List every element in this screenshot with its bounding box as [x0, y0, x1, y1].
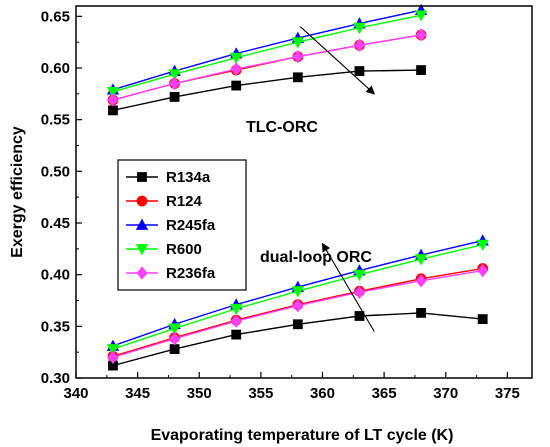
- data-point: [477, 314, 488, 325]
- legend-item-r124: R124: [126, 193, 203, 210]
- annotation-dual-loop-orc: dual-loop ORC: [260, 249, 372, 266]
- data-point: [292, 299, 304, 313]
- arrow-dual-loop-orc: [321, 242, 375, 332]
- legend-marker: [137, 172, 147, 182]
- data-point: [107, 350, 119, 364]
- data-point: [292, 50, 304, 64]
- x-tick-label: 350: [187, 385, 212, 402]
- data-point: [354, 66, 365, 76]
- legend-label: R245fa: [166, 217, 216, 234]
- data-point: [169, 92, 180, 102]
- series-line: [112, 34, 422, 101]
- y-tick-label: 0.50: [41, 163, 70, 180]
- data-point: [291, 37, 305, 49]
- data-point: [168, 323, 181, 335]
- legend-marker: [136, 266, 148, 280]
- x-tick-label: 370: [433, 385, 458, 402]
- series-r124-tlc: [107, 29, 427, 106]
- data-point: [477, 263, 489, 278]
- axis-ticks: 340 345 350 355 360 365 370 375 0.30 0.35 0.40 0.45…: [41, 8, 520, 402]
- legend-label: R236fa: [166, 265, 216, 282]
- legend-item-r236fa: R236fa: [126, 265, 216, 282]
- legend: R134a R124 R245fa R600 R236fa: [117, 159, 247, 291]
- data-point: [169, 344, 180, 354]
- data-point: [230, 314, 242, 328]
- data-point: [292, 72, 303, 83]
- annotation-arrows: [299, 26, 376, 332]
- legend-marker: [135, 244, 149, 256]
- legend-label: R134a: [166, 169, 211, 186]
- y-tick-label: 0.35: [41, 318, 70, 335]
- legend-item-r600: R600: [126, 241, 202, 258]
- data-point: [416, 65, 426, 75]
- data-series-layer: [106, 3, 489, 371]
- data-point: [354, 311, 365, 321]
- y-tick-label: 0.40: [41, 267, 70, 284]
- legend-label: R600: [166, 241, 202, 258]
- data-point: [231, 329, 242, 340]
- data-point: [230, 303, 243, 316]
- data-point: [108, 105, 118, 116]
- series-r600-dual-loop: [106, 239, 489, 356]
- legend-marker: [136, 195, 148, 207]
- plot-frame: [75, 5, 533, 379]
- series-line: [112, 34, 422, 101]
- data-point: [291, 286, 305, 298]
- data-point: [231, 80, 242, 91]
- data-point: [230, 52, 243, 64]
- data-point: [415, 28, 427, 42]
- annotation-tlc-orc: TLC-ORC: [246, 119, 318, 136]
- y-tick-label: 0.30: [41, 370, 70, 387]
- series-line: [112, 14, 422, 93]
- data-point: [168, 69, 181, 81]
- x-tick-label: 355: [248, 385, 273, 402]
- data-point: [353, 22, 366, 35]
- data-point: [415, 274, 427, 288]
- x-tick-label: 365: [372, 385, 397, 402]
- data-point: [414, 10, 428, 22]
- data-point: [353, 285, 365, 299]
- x-tick-label: 375: [495, 385, 520, 402]
- series-line: [112, 9, 422, 91]
- series-r134a-tlc: [108, 65, 426, 116]
- data-point: [353, 38, 365, 52]
- arrow-tlc-orc: [299, 26, 376, 95]
- legend-marker: [135, 218, 149, 230]
- data-point: [169, 332, 181, 346]
- legend-item-r245fa: R245fa: [126, 217, 216, 234]
- x-tick-label: 360: [310, 385, 335, 402]
- data-point: [416, 307, 426, 318]
- data-point: [107, 93, 119, 107]
- x-tick-label: 340: [63, 385, 88, 402]
- y-tick-label: 0.45: [41, 215, 70, 232]
- data-point: [230, 62, 242, 76]
- series-r134a-dual-loop: [108, 307, 488, 371]
- y-axis-title: Exergy efficiency: [9, 126, 26, 258]
- data-point: [476, 239, 489, 252]
- data-point: [106, 344, 120, 356]
- data-point: [292, 319, 303, 330]
- data-point: [106, 86, 120, 99]
- y-tick-label: 0.65: [41, 8, 70, 25]
- series-r236fa-tlc: [107, 28, 427, 107]
- legend-item-r134a: R134a: [126, 169, 211, 186]
- x-tick-label: 345: [125, 385, 150, 402]
- series-r236fa-dual-loop: [107, 263, 489, 364]
- data-point: [414, 254, 428, 266]
- x-axis-title: Evaporating temperature of LT cycle (K): [151, 427, 454, 444]
- y-tick-label: 0.60: [41, 60, 70, 77]
- data-point: [169, 76, 181, 91]
- data-point: [353, 269, 366, 281]
- legend-label: R124: [166, 193, 203, 210]
- series-line: [112, 69, 422, 112]
- series-r600-tlc: [106, 10, 428, 99]
- y-tick-label: 0.55: [41, 112, 70, 129]
